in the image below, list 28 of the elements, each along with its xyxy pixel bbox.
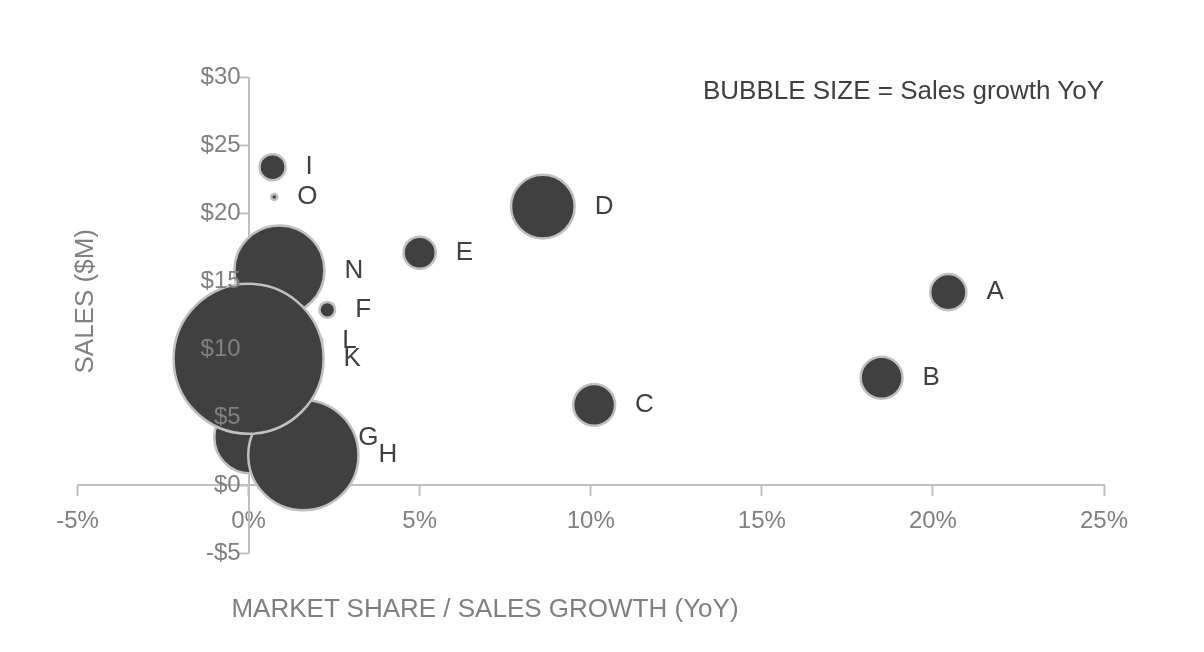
y-tick-label: $20 <box>200 197 241 225</box>
series-label: A <box>986 275 1005 306</box>
series-label: C <box>635 388 654 419</box>
y-tick-label: $30 <box>200 62 241 90</box>
y-axis-title: SALES ($M) <box>69 229 100 374</box>
x-axis-title: MARKET SHARE / SALES GROWTH (YoY) <box>231 593 739 623</box>
x-tick-label: 25% <box>1079 506 1129 534</box>
y-tick-label: $10 <box>200 333 241 361</box>
series-label: F <box>355 292 372 323</box>
series-label: N <box>344 253 364 284</box>
text: G <box>358 420 379 451</box>
series-label: E <box>455 235 474 266</box>
x-tick-label: 15% <box>737 506 786 534</box>
x-tick-label: 10% <box>566 506 615 534</box>
annotation: BUBBLE SIZE = Sales growth YoY <box>702 74 1104 105</box>
series-label: B <box>922 360 940 391</box>
series-label: O <box>297 180 318 211</box>
x-tick-label: 20% <box>908 506 957 534</box>
x-tick-label: 0% <box>231 506 266 534</box>
x-tick-label: -5% <box>56 506 99 534</box>
y-tick-label: -$5 <box>205 537 241 565</box>
y-tick-label: $0 <box>213 469 241 497</box>
y-tick-label: $25 <box>200 130 241 158</box>
series-label: H <box>378 438 398 469</box>
x-tick-label: 5% <box>402 506 438 534</box>
series-label: I <box>305 150 313 181</box>
y-tick-label: $5 <box>213 401 241 429</box>
series-label: D <box>594 189 614 220</box>
